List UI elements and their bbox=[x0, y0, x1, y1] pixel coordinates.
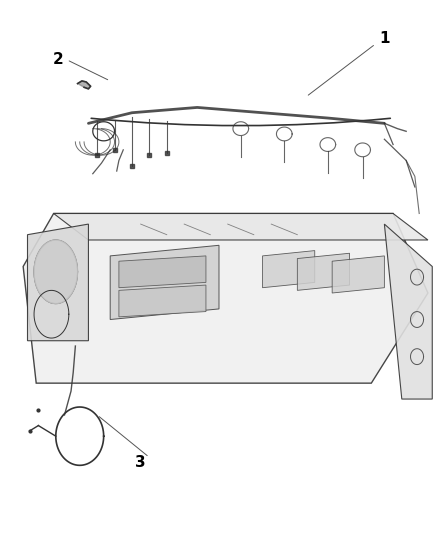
Polygon shape bbox=[53, 214, 428, 240]
Polygon shape bbox=[23, 214, 428, 383]
Text: 2: 2 bbox=[53, 52, 64, 67]
Polygon shape bbox=[34, 240, 78, 304]
Polygon shape bbox=[78, 81, 91, 89]
Polygon shape bbox=[332, 256, 385, 293]
Polygon shape bbox=[110, 245, 219, 319]
Polygon shape bbox=[28, 224, 88, 341]
Text: 3: 3 bbox=[135, 455, 146, 470]
Text: 1: 1 bbox=[379, 31, 390, 46]
Polygon shape bbox=[119, 285, 206, 317]
Polygon shape bbox=[119, 256, 206, 288]
Polygon shape bbox=[385, 224, 432, 399]
Polygon shape bbox=[262, 251, 315, 288]
Polygon shape bbox=[297, 253, 350, 290]
